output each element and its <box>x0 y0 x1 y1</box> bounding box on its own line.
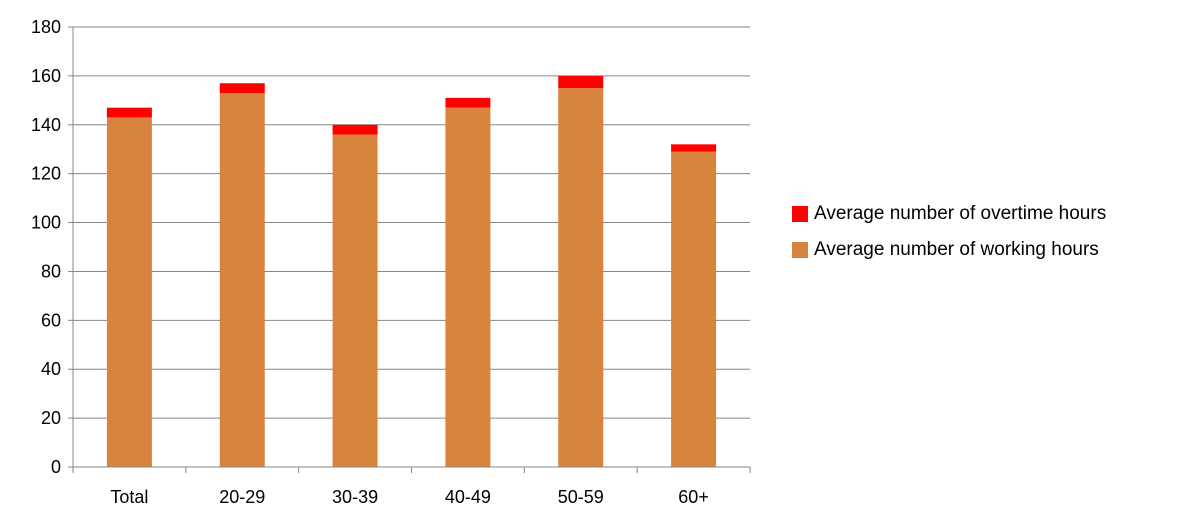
bar-working-hours <box>332 134 378 468</box>
bar-overtime-hours <box>558 75 604 89</box>
bar-working-hours <box>558 88 604 467</box>
y-tick-label: 180 <box>31 17 61 37</box>
bar-overtime-hours <box>219 83 265 93</box>
gridlines <box>73 26 750 419</box>
bars <box>106 75 717 468</box>
bar-working-hours <box>445 107 491 468</box>
bar-working-hours <box>106 117 152 467</box>
bar-overtime-hours <box>106 107 152 118</box>
x-tick-label: 40-49 <box>445 487 491 507</box>
bar-overtime-hours <box>332 124 378 135</box>
legend-item-working: Average number of working hours <box>792 236 1182 264</box>
y-tick-label: 40 <box>41 359 61 379</box>
legend-swatch-working <box>792 242 808 258</box>
y-tick-label: 20 <box>41 408 61 428</box>
legend-item-overtime: Average number of overtime hours <box>792 200 1182 228</box>
legend-swatch-overtime <box>792 206 808 222</box>
legend: Average number of overtime hours Average… <box>792 200 1182 272</box>
bar-working-hours <box>219 93 265 467</box>
x-tick-label: 60+ <box>678 487 709 507</box>
legend-label-overtime: Average number of overtime hours <box>814 203 1107 224</box>
y-tick-label: 100 <box>31 213 61 233</box>
legend-label-working: Average number of working hours <box>814 239 1099 260</box>
y-tick-label: 120 <box>31 164 61 184</box>
y-tick-label: 80 <box>41 261 61 281</box>
x-tick-label: Total <box>110 487 148 507</box>
x-tick-label: 50-59 <box>558 487 604 507</box>
bar-working-hours <box>671 151 717 467</box>
y-tick-label: 140 <box>31 115 61 135</box>
tick-labels: 0 20 40 60 80 100 120 140 160 180 Total 20-29 30-39 4… <box>31 17 709 507</box>
axes <box>68 26 751 473</box>
bar-overtime-hours <box>445 97 491 108</box>
y-tick-label: 160 <box>31 66 61 86</box>
bar-overtime-hours <box>671 144 717 152</box>
y-tick-label: 0 <box>51 457 61 477</box>
x-tick-label: 20-29 <box>219 487 265 507</box>
x-tick-label: 30-39 <box>332 487 378 507</box>
y-tick-label: 60 <box>41 310 61 330</box>
